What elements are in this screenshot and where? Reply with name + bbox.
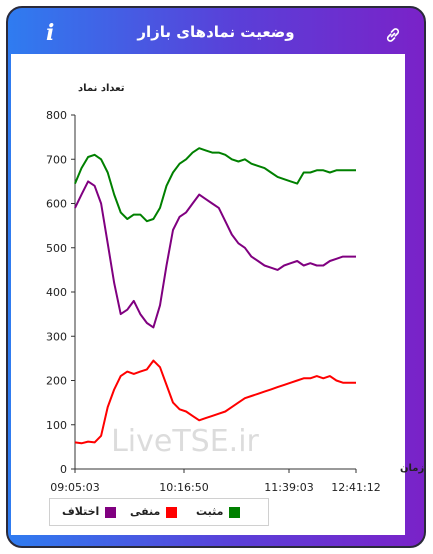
legend: مثبت منفی اختلاف — [49, 498, 269, 526]
y-tick-label: 500 — [46, 242, 67, 255]
legend-item-diff[interactable]: اختلاف — [62, 505, 117, 518]
x-tick-label: 09:05:03 — [50, 481, 99, 494]
y-tick-label: 800 — [46, 109, 67, 122]
legend-swatch-diff — [105, 506, 117, 518]
y-axis-label: تعداد نماد — [78, 83, 125, 94]
x-tick-label: 11:39:03 — [264, 481, 313, 494]
legend-label: منفی — [130, 505, 161, 518]
chart-panel — [11, 54, 405, 535]
legend-swatch-positive — [229, 506, 241, 518]
legend-label: مثبت — [196, 505, 224, 518]
y-tick-label: 700 — [46, 153, 67, 166]
page-title: وضعیت نمادهای بازار — [137, 23, 295, 41]
y-tick-label: 0 — [60, 463, 67, 476]
y-tick-label: 200 — [46, 375, 67, 388]
legend-item-positive[interactable]: مثبت — [196, 505, 241, 518]
y-tick-label: 400 — [46, 286, 67, 299]
link-icon[interactable] — [384, 26, 402, 44]
legend-swatch-negative — [166, 506, 178, 518]
legend-label: اختلاف — [62, 505, 100, 518]
watermark: LiveTSE.ir — [111, 424, 259, 459]
series-line-diff — [74, 180, 356, 329]
x-tick-label: 12:41:12 — [331, 481, 380, 494]
info-icon[interactable]: i — [46, 20, 55, 46]
y-tick-label: 100 — [46, 419, 67, 432]
y-tick-label: 300 — [46, 330, 67, 343]
header: i وضعیت نمادهای بازار — [8, 8, 424, 60]
x-axis-label: زمان — [400, 463, 424, 474]
x-tick-label: 10:16:50 — [159, 481, 208, 494]
series-line-positive — [74, 147, 356, 223]
series-line-negative — [74, 359, 356, 445]
legend-item-negative[interactable]: منفی — [130, 505, 178, 518]
y-tick-label: 600 — [46, 198, 67, 211]
